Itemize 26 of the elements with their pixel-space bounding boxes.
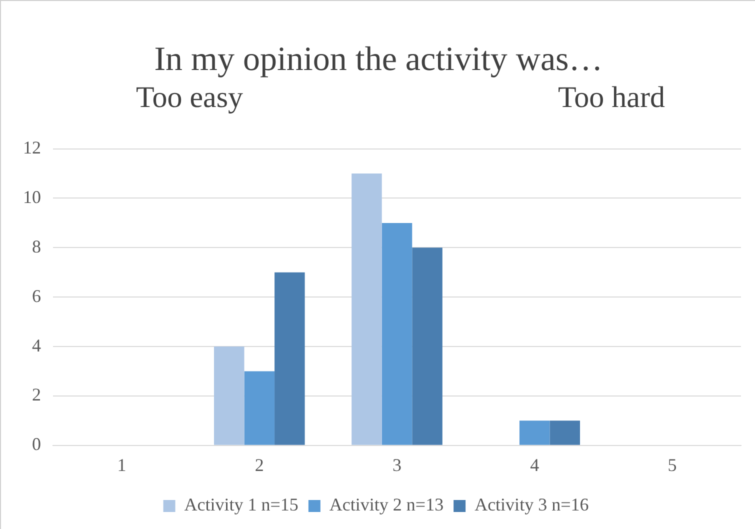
legend-label: Activity 1 n=15 <box>184 494 298 515</box>
y-tick-label: 10 <box>23 186 41 207</box>
chart-title: In my opinion the activity was… <box>153 41 604 79</box>
text: Too easy <box>136 81 244 115</box>
x-tick-label: 5 <box>668 454 677 475</box>
y-tick-label: 12 <box>23 138 41 158</box>
x-tick-label: 4 <box>530 454 540 475</box>
bar <box>274 272 305 445</box>
y-tick-label: 8 <box>32 236 41 256</box>
legend-label: Activity 3 n=16 <box>474 494 589 515</box>
bar <box>352 174 382 445</box>
bar <box>214 346 244 445</box>
y-tick-label: 6 <box>32 286 41 306</box>
y-tick-label: 4 <box>32 335 41 356</box>
bar <box>412 248 442 445</box>
bar <box>382 222 412 445</box>
x-tick-label: 1 <box>117 454 126 475</box>
text: Too hard <box>558 81 665 115</box>
legend-label: Activity 2 n=13 <box>329 494 444 515</box>
bar <box>519 420 550 445</box>
x-tick-label: 3 <box>392 454 402 475</box>
x-tick-label: 2 <box>254 454 264 475</box>
y-tick-label: 0 <box>32 434 41 454</box>
bar <box>244 371 275 445</box>
bar <box>550 420 580 445</box>
y-tick-label: 2 <box>32 384 41 405</box>
